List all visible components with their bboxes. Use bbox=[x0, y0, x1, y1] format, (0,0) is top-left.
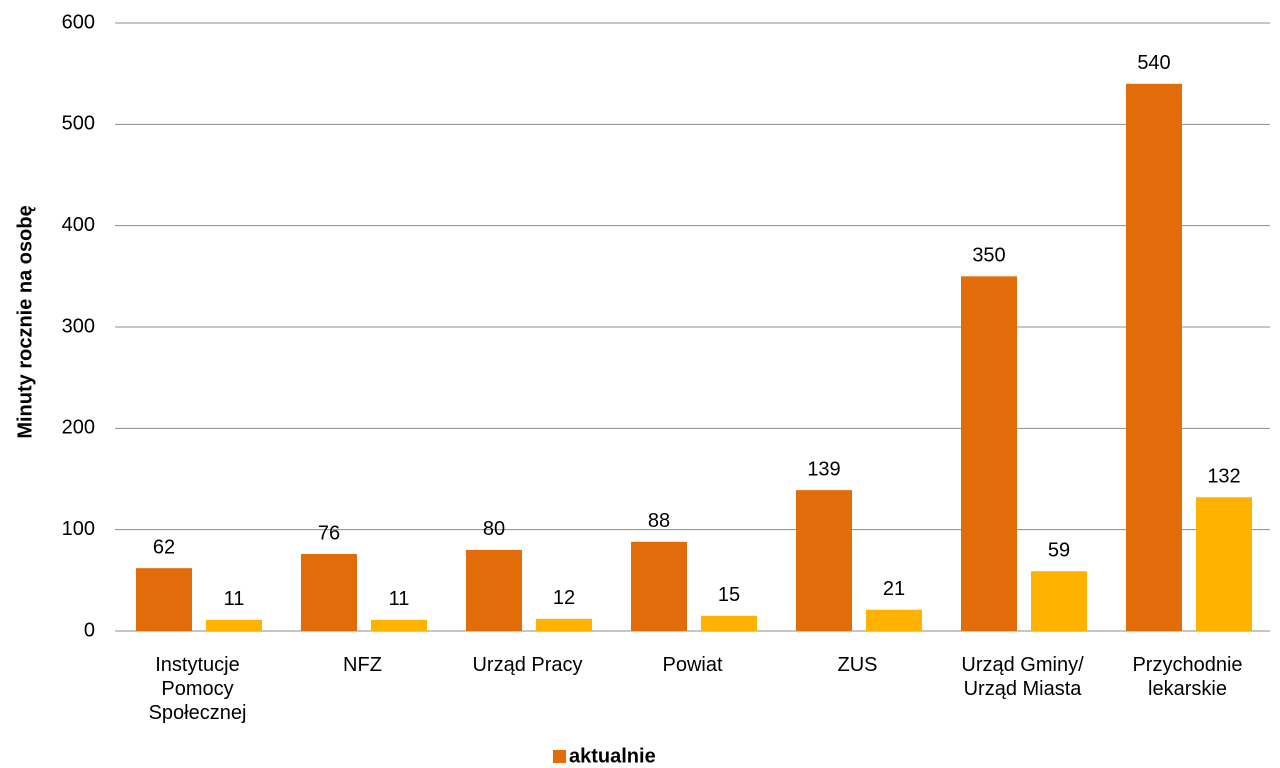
y-axis-label: Minuty rocznie na osobę bbox=[14, 205, 36, 438]
value-label: 350 bbox=[972, 245, 1005, 267]
value-label: 132 bbox=[1207, 466, 1240, 488]
value-label: 21 bbox=[883, 578, 905, 600]
legend-label: aktualnie bbox=[569, 745, 656, 767]
x-tick-label: NFZ bbox=[343, 654, 382, 676]
value-label: 15 bbox=[718, 584, 740, 606]
x-tick-label: ZUS bbox=[837, 654, 878, 676]
value-label: 62 bbox=[153, 536, 175, 558]
x-tick-label: Urząd Pracy bbox=[472, 654, 583, 676]
y-tick-label: 200 bbox=[62, 417, 95, 439]
bar bbox=[631, 541, 687, 631]
legend-swatch bbox=[553, 750, 566, 763]
x-tick-label: Powiat bbox=[662, 654, 723, 676]
bar bbox=[961, 276, 1017, 631]
y-tick-label: 600 bbox=[62, 11, 95, 33]
bar bbox=[796, 490, 852, 631]
y-tick-label: 100 bbox=[62, 518, 95, 540]
x-tick-label: Przychodnie lekarskie bbox=[1132, 654, 1243, 700]
value-label: 12 bbox=[553, 587, 575, 609]
value-label: 11 bbox=[224, 588, 245, 610]
bar bbox=[466, 549, 522, 631]
value-label: 76 bbox=[318, 522, 340, 544]
value-label: 139 bbox=[807, 458, 840, 480]
value-label: 80 bbox=[483, 518, 505, 540]
y-tick-label: 500 bbox=[62, 113, 95, 135]
bar bbox=[536, 618, 592, 631]
y-tick-label: 400 bbox=[62, 214, 95, 236]
value-label: 88 bbox=[648, 510, 670, 532]
y-tick-label: 300 bbox=[62, 315, 95, 337]
value-label: 59 bbox=[1048, 539, 1070, 561]
value-label: 540 bbox=[1137, 52, 1170, 74]
bar bbox=[371, 619, 427, 631]
y-tick-label: 0 bbox=[84, 619, 95, 641]
bar bbox=[301, 553, 357, 631]
bar bbox=[1196, 497, 1252, 631]
x-tick-label: Urząd Gminy/ Urząd Miasta bbox=[961, 654, 1084, 700]
bar bbox=[206, 619, 262, 631]
value-label: 11 bbox=[389, 588, 410, 610]
x-tick-label: Instytucje Pomocy Społecznej bbox=[148, 654, 247, 724]
bar bbox=[1126, 83, 1182, 632]
bar bbox=[701, 615, 757, 631]
bar bbox=[866, 609, 922, 631]
bar bbox=[1031, 571, 1087, 631]
bar bbox=[136, 568, 192, 631]
